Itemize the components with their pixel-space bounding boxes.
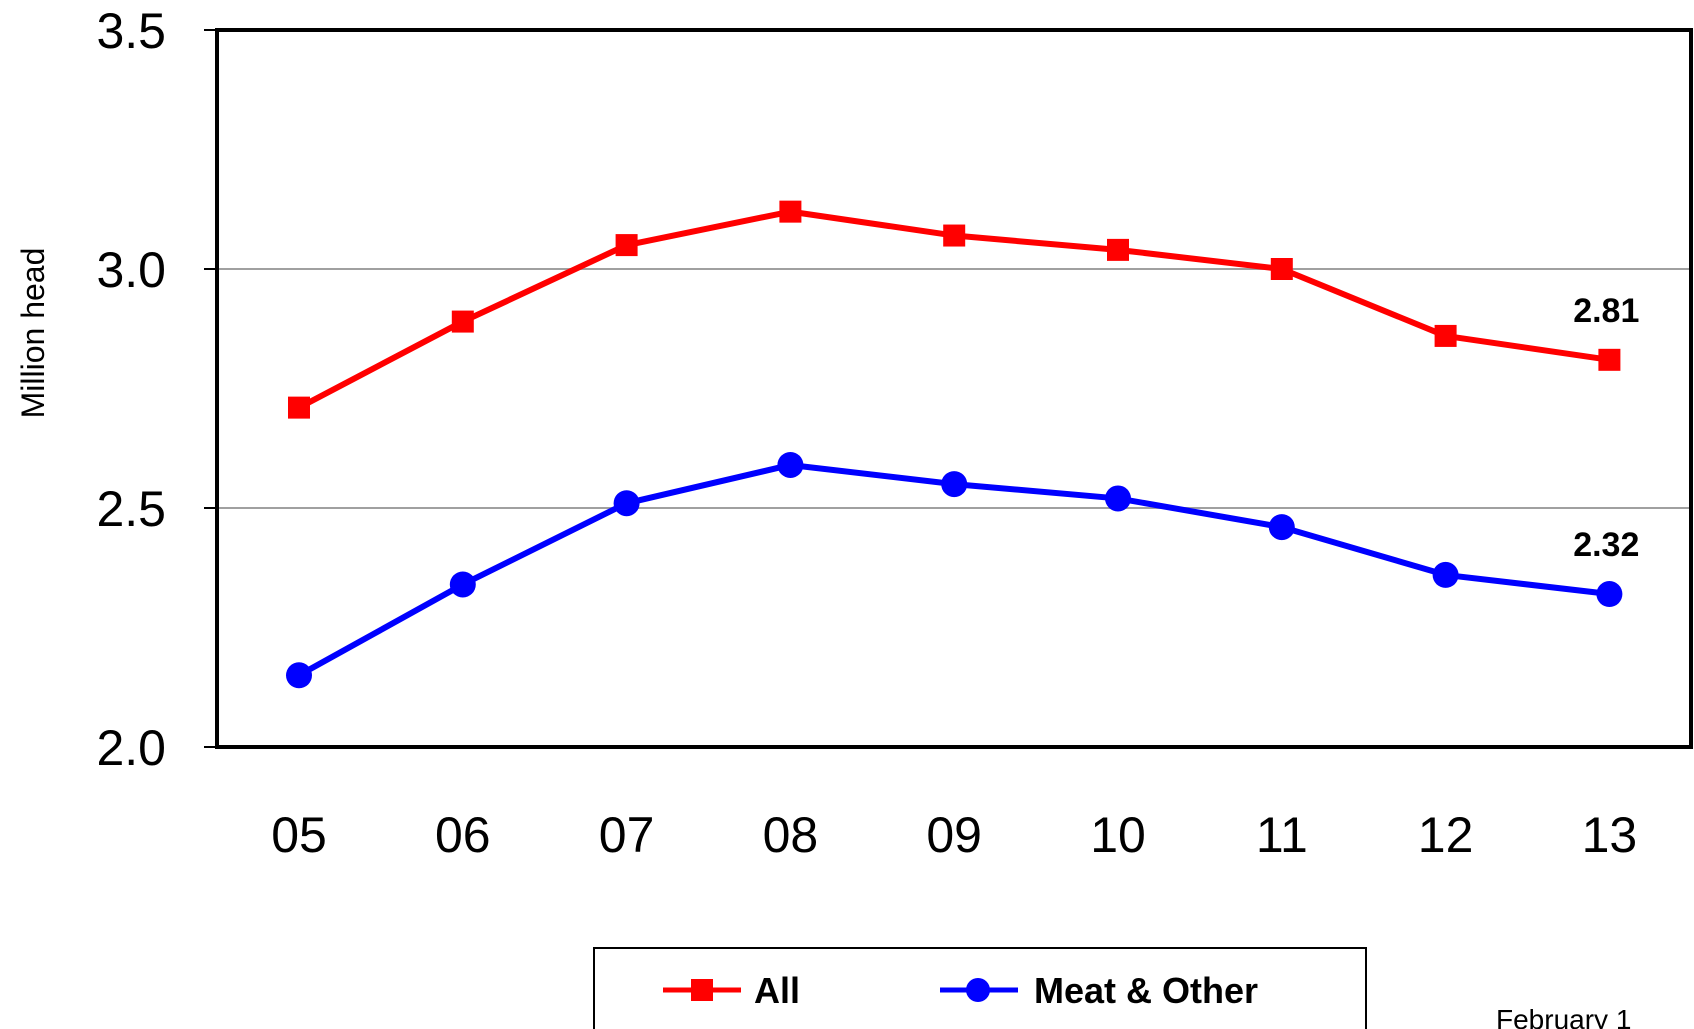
point-0-7	[1434, 324, 1457, 347]
x-tick-label-3: 08	[763, 807, 819, 863]
x-tick-label-7: 12	[1418, 807, 1474, 863]
point-1-2	[613, 490, 640, 517]
end-label-0: 2.81	[1573, 292, 1639, 330]
point-1-3	[777, 451, 804, 478]
legend: All Meat & Other	[593, 947, 1367, 1029]
point-0-2	[615, 234, 638, 257]
legend-label-all: All	[754, 970, 800, 1011]
point-1-1	[449, 571, 476, 598]
x-tick-label-8: 13	[1582, 807, 1638, 863]
point-1-6	[1268, 514, 1295, 541]
point-0-1	[451, 310, 474, 333]
point-0-6	[1270, 258, 1293, 280]
point-1-5	[1105, 485, 1131, 512]
point-1-7	[1432, 561, 1459, 588]
point-0-4	[943, 224, 966, 247]
grid-lines	[217, 268, 1691, 509]
x-tick-label-4: 09	[926, 807, 982, 863]
y-tick-label-1: 2.5	[96, 481, 166, 537]
y-tick-label-2: 3.0	[96, 242, 166, 298]
point-1-0	[286, 662, 312, 689]
point-1-4	[941, 471, 968, 498]
y-axis-title: Million head	[15, 248, 51, 419]
x-tick-label-1: 06	[435, 807, 491, 863]
point-1-8	[1596, 581, 1623, 608]
legend-marker-all	[691, 979, 713, 1001]
plot-frame	[215, 28, 1693, 749]
y-tick-label-3: 3.5	[96, 3, 166, 59]
footer-note: February 1	[1496, 1004, 1631, 1029]
point-0-8	[1598, 348, 1621, 371]
end-labels: 2.81 2.32	[1573, 292, 1639, 564]
x-tick-label-6: 11	[1256, 807, 1308, 863]
x-tick-label-0: 05	[271, 807, 327, 863]
end-label-1: 2.32	[1573, 526, 1639, 564]
series-layer	[286, 200, 1623, 689]
x-axis: 05 06 07 08 09 10 11 12 13	[271, 807, 1637, 863]
point-0-5	[1107, 238, 1129, 261]
point-0-0	[288, 396, 310, 419]
legend-label-meat-other: Meat & Other	[1034, 970, 1258, 1011]
point-0-3	[779, 200, 802, 223]
legend-marker-meat-other	[966, 978, 990, 1002]
x-tick-label-5: 10	[1090, 807, 1146, 863]
y-tick-label-0: 2.0	[96, 720, 166, 776]
y-axis: 2.0 2.5 3.0 3.5	[96, 3, 217, 776]
x-tick-label-2: 07	[599, 807, 655, 863]
